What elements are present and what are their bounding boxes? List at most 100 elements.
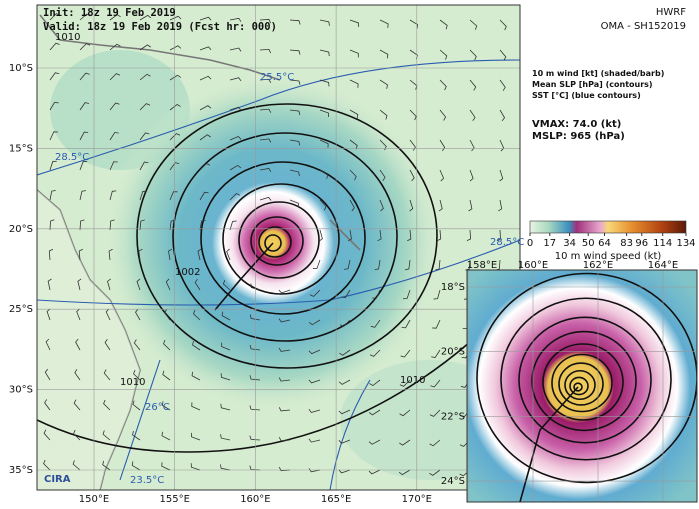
- wind-barb: [199, 219, 206, 231]
- wind-barb: [47, 278, 52, 291]
- wind-barb: [469, 139, 475, 152]
- lon-label: 165°E: [321, 494, 351, 505]
- wind-barb: [439, 109, 447, 121]
- wind-barb: [430, 379, 441, 388]
- wind-barb: [169, 15, 182, 21]
- sst-contour: [37, 59, 520, 176]
- wind-barb: [349, 49, 359, 58]
- wind-barb: [409, 139, 416, 151]
- wind-barb: [289, 49, 301, 55]
- wind-barb: [49, 160, 57, 171]
- wind-barb: [433, 289, 441, 300]
- wind-barb: [139, 219, 145, 231]
- wind-barb: [169, 133, 181, 141]
- wind-barb: [229, 77, 242, 82]
- wind-barb: [338, 469, 351, 474]
- wind-barb: [249, 314, 261, 321]
- wind-barb: [319, 109, 330, 118]
- wind-barb: [161, 431, 171, 441]
- wind-barb: [79, 102, 90, 111]
- wind-barb: [339, 319, 351, 327]
- wind-barb: [220, 373, 231, 381]
- coastline: [39, 14, 281, 81]
- wind-barb: [429, 439, 441, 447]
- wind-barb: [278, 318, 291, 323]
- wind-barb: [319, 49, 330, 57]
- wind-barb: [250, 283, 261, 291]
- lat-label: 24°S: [441, 476, 465, 487]
- lat-label: 35°S: [9, 465, 33, 476]
- wind-barb: [75, 338, 81, 351]
- wind-barb: [409, 109, 417, 121]
- wind-barb: [469, 109, 476, 121]
- wind-barb: [48, 248, 54, 261]
- wind-barb: [409, 169, 415, 182]
- wind-barb: [46, 308, 51, 321]
- wind-barb: [199, 105, 212, 111]
- lat-label: 15°S: [9, 143, 33, 154]
- wind-barb: [469, 79, 477, 91]
- wind-barb: [139, 44, 151, 51]
- wind-barb: [308, 349, 321, 355]
- wind-barb: [249, 344, 261, 351]
- wind-barb: [399, 379, 411, 387]
- wind-barb: [399, 439, 411, 446]
- wind-barb: [222, 280, 231, 291]
- wind-barb: [49, 42, 60, 51]
- wind-barb: [192, 309, 201, 321]
- wind-barb: [312, 259, 321, 269]
- vmax: VMAX: 74.0 (kt): [532, 119, 621, 130]
- wind-barb: [432, 319, 441, 329]
- wind-barb: [278, 347, 291, 352]
- wind-barb: [338, 439, 351, 444]
- wind-barb: [403, 289, 411, 300]
- wind-barb: [259, 138, 272, 143]
- wind-barb: [349, 169, 357, 181]
- wind-barb: [469, 19, 478, 30]
- wind-barb: [259, 167, 272, 173]
- legend-line: SST [°C] (blue contours): [532, 91, 641, 100]
- wind-barb: [103, 369, 111, 381]
- wind-barb: [278, 377, 291, 382]
- wind-barb: [398, 469, 411, 476]
- model-name: HWRF: [656, 7, 686, 18]
- wind-barb: [49, 13, 61, 21]
- wind-barb: [229, 47, 242, 52]
- wind-barb: [229, 106, 242, 111]
- slp-contour: [518, 316, 652, 444]
- wind-barb: [308, 409, 321, 413]
- wind-barb: [136, 278, 141, 291]
- wind-barb: [289, 109, 301, 116]
- wind-barb: [169, 104, 181, 111]
- wind-barb: [372, 289, 381, 299]
- wind-barb: [109, 190, 117, 201]
- slp-contour: [222, 183, 340, 295]
- wind-barb: [191, 402, 201, 411]
- wind-barb: [199, 16, 212, 21]
- wind-barb: [349, 19, 360, 27]
- wind-barb: [191, 432, 201, 441]
- wind-barb: [438, 199, 443, 212]
- wind-barb: [199, 163, 211, 171]
- wind-barb: [349, 109, 359, 119]
- wind-barb: [379, 169, 386, 181]
- wind-barb: [369, 379, 381, 387]
- wind-barb: [49, 131, 58, 141]
- lat-label: 25°S: [9, 304, 33, 315]
- contour-label: 1010: [55, 32, 80, 43]
- wind-barb: [49, 72, 60, 81]
- lat-label: 22°S: [441, 411, 465, 422]
- coastline: [329, 219, 361, 251]
- wind-barb: [439, 19, 448, 30]
- wind-barb: [278, 407, 291, 412]
- wind-barb: [309, 289, 321, 297]
- lon-label: 160°E: [240, 494, 270, 505]
- wind-barb: [435, 259, 441, 271]
- wind-barb: [199, 134, 211, 141]
- contour-label: 28.5°C: [55, 152, 89, 163]
- colorbar-label: 10 m wind speed (kt): [555, 251, 662, 262]
- wind-barb: [318, 229, 323, 242]
- wind-barb: [499, 19, 507, 31]
- contour-label: 23.5°C: [130, 475, 164, 486]
